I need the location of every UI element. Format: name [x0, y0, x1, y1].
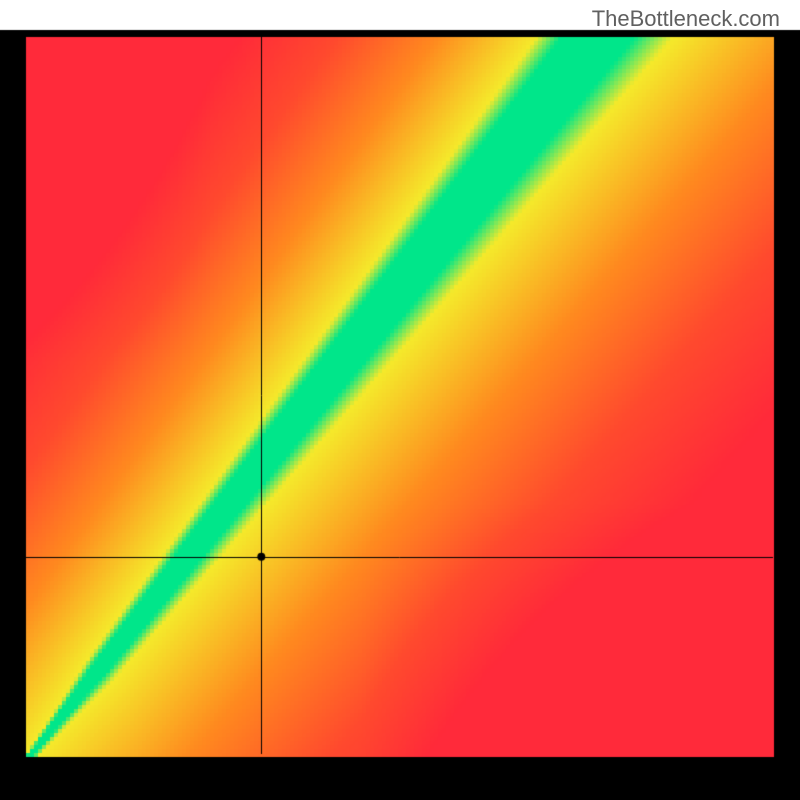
chart-container: TheBottleneck.com	[0, 0, 800, 800]
watermark-text: TheBottleneck.com	[592, 6, 780, 32]
bottleneck-heatmap	[0, 0, 800, 800]
